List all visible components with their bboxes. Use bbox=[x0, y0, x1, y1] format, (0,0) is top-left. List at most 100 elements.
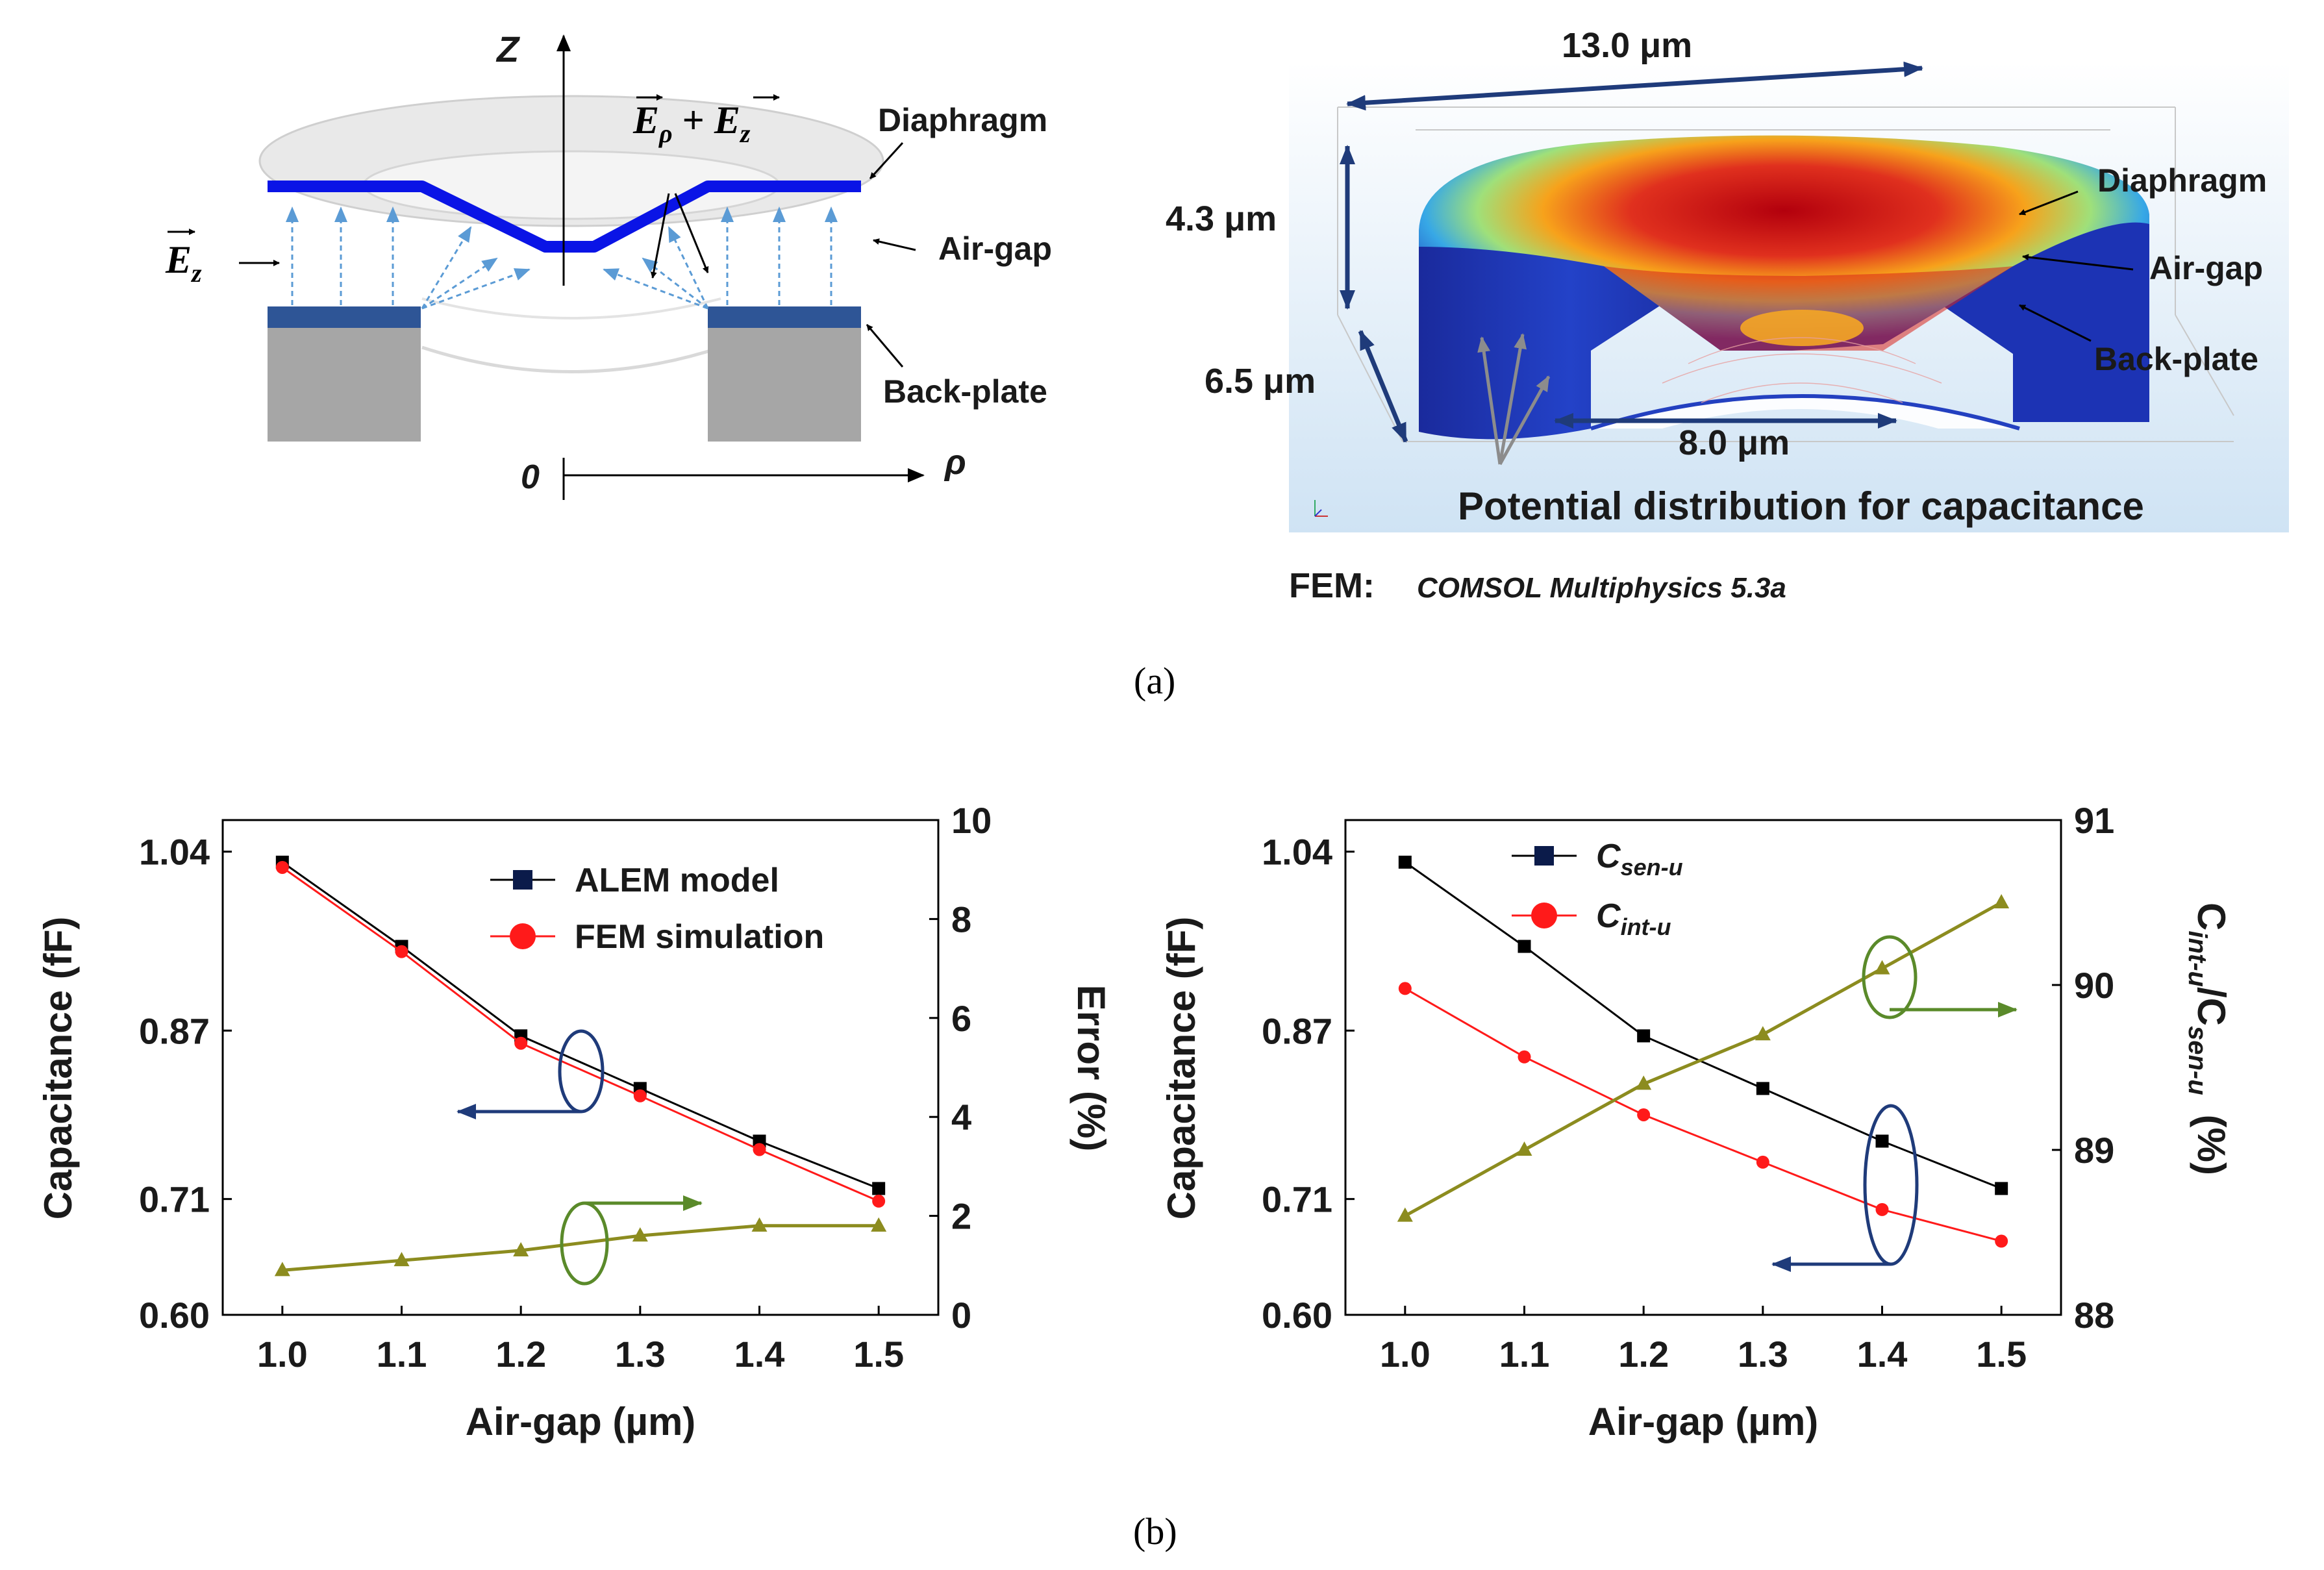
fringe-field-arrows bbox=[421, 226, 709, 310]
point-cint bbox=[1637, 1108, 1651, 1121]
point-fem bbox=[514, 1036, 528, 1050]
legend-alem-marker bbox=[513, 870, 532, 890]
origin-label: 0 bbox=[521, 458, 540, 496]
y-tick-label: 0.87 bbox=[1262, 1010, 1332, 1051]
substrate-right bbox=[708, 328, 861, 442]
fem-heat-surface bbox=[1419, 135, 2149, 351]
y2-slash: / bbox=[2190, 987, 2233, 998]
legend-cint-marker bbox=[1531, 903, 1557, 928]
chart2-legend: Csen-u Cint-u bbox=[1512, 838, 1683, 940]
y2-tick-label: 10 bbox=[951, 800, 992, 841]
backplate-label: Back-plate bbox=[883, 373, 1047, 410]
x-tick-label: 1.4 bbox=[734, 1334, 785, 1375]
backplate-right bbox=[708, 306, 861, 328]
y2-tick-label: 0 bbox=[951, 1295, 971, 1336]
e-z-sub: z bbox=[739, 119, 751, 148]
point-cint bbox=[1518, 1050, 1531, 1064]
y2-pct: (%) bbox=[2190, 1115, 2233, 1175]
point-ratio bbox=[1874, 960, 1890, 975]
point-ratio bbox=[1993, 894, 2010, 908]
point-fem bbox=[753, 1143, 766, 1156]
fem-airgap-label: Air-gap bbox=[2149, 250, 2263, 286]
x-tick-label: 1.4 bbox=[1857, 1334, 1908, 1375]
point-ratio bbox=[1516, 1141, 1532, 1156]
point-error bbox=[394, 1252, 410, 1267]
point-csen bbox=[1756, 1082, 1769, 1095]
y2-tick-label: 88 bbox=[2074, 1295, 2114, 1336]
point-ratio bbox=[1636, 1075, 1652, 1090]
x-tick-label: 1.0 bbox=[1380, 1334, 1431, 1375]
svg-text:Ez: Ez bbox=[165, 238, 202, 288]
point-cint bbox=[1875, 1202, 1889, 1216]
y2-int: int-u bbox=[2183, 930, 2212, 987]
series-line-ratio bbox=[1404, 901, 2003, 1217]
fem-software: COMSOL Multiphysics 5.3a bbox=[1417, 572, 1786, 604]
y-tick-label: 0.60 bbox=[139, 1295, 210, 1336]
z-axis-label: Z bbox=[495, 29, 520, 69]
chart1-left-axis-oval bbox=[558, 1029, 605, 1114]
chart1-ylabel: Capacitance (fF) bbox=[36, 917, 80, 1220]
point-csen bbox=[1518, 940, 1531, 953]
point-ratio bbox=[1755, 1026, 1771, 1041]
chart1-y-ticks: 0.60 0.71 0.87 1.04 bbox=[139, 832, 232, 1336]
fem-model-figure: 13.0 μm 4.3 μm 6.5 μm 8.0 μm Diaphragm A… bbox=[1166, 26, 2289, 605]
series-line-error bbox=[282, 1224, 879, 1272]
chart2-xlabel: Air-gap (µm) bbox=[1588, 1400, 1819, 1443]
y2-tick-label: 2 bbox=[951, 1196, 971, 1237]
point-csen bbox=[1637, 1029, 1651, 1043]
x-tick-label: 1.5 bbox=[853, 1334, 904, 1375]
y-tick-label: 0.60 bbox=[1262, 1295, 1332, 1336]
point-cint bbox=[1995, 1234, 2008, 1248]
chart2-frame bbox=[1344, 819, 2062, 1316]
x-tick-label: 1.1 bbox=[377, 1334, 427, 1375]
point-cint bbox=[1756, 1155, 1769, 1169]
point-error bbox=[751, 1217, 768, 1232]
ez-sub: z bbox=[190, 258, 202, 288]
point-fem bbox=[395, 945, 408, 958]
csen-sub: sen-u bbox=[1621, 854, 1683, 880]
fem-airgap-pointer bbox=[2022, 254, 2134, 271]
point-csen bbox=[1995, 1182, 2008, 1195]
dim-arrow-top bbox=[1346, 61, 1923, 111]
chart1-x-ticks: 1.0 1.1 1.2 1.3 1.4 1.5 bbox=[257, 1306, 904, 1375]
airgap-label: Air-gap bbox=[938, 231, 1052, 267]
y2-tick-label: 6 bbox=[951, 998, 971, 1039]
y2-c1: C bbox=[2190, 903, 2233, 930]
x-tick-label: 1.3 bbox=[615, 1334, 666, 1375]
chart-capacitance-error: 0.60 0.71 0.87 1.04 0 2 4 6 8 10 1.0 1.1 1.2 1.3 1.4… bbox=[36, 800, 1113, 1443]
diaphragm-label: Diaphragm bbox=[878, 102, 1047, 138]
y2-tick-label: 89 bbox=[2074, 1130, 2114, 1171]
fem-backplate-label: Back-plate bbox=[2094, 341, 2258, 377]
y2-tick-label: 90 bbox=[2074, 965, 2114, 1006]
cint-sub: int-u bbox=[1621, 914, 1671, 940]
fem-backplate-pointer bbox=[2019, 304, 2092, 342]
ez-label: Ez bbox=[165, 229, 280, 288]
chart2-right-axis-oval bbox=[1862, 935, 1918, 1019]
point-cint bbox=[1398, 982, 1412, 995]
fem-diaphragm-label: Diaphragm bbox=[2097, 162, 2267, 199]
y-tick-label: 0.71 bbox=[139, 1179, 210, 1220]
fem-streamlines bbox=[1662, 337, 1942, 403]
series-line-cint bbox=[1405, 988, 2002, 1242]
series-line-fem bbox=[281, 866, 879, 1202]
diaphragm-pointer bbox=[869, 142, 904, 180]
airgap-arc bbox=[421, 297, 721, 319]
backplate-left bbox=[268, 306, 421, 328]
chart2-y2-ticks: 88 89 90 91 bbox=[2052, 800, 2114, 1336]
chart2-y-ticks: 0.60 0.71 0.87 1.04 bbox=[1262, 832, 1355, 1336]
dim-arrow-depth bbox=[1358, 330, 1408, 443]
fem-cone-cut bbox=[1604, 266, 2013, 351]
chart2-ylabel: Capacitance (fF) bbox=[1160, 917, 1203, 1220]
y2-c2: C bbox=[2190, 998, 2233, 1026]
x-tick-label: 1.1 bbox=[1499, 1334, 1550, 1375]
chart1-series bbox=[274, 855, 887, 1277]
chart1-y2-ticks: 0 2 4 6 8 10 bbox=[929, 800, 992, 1336]
y2-tick-label: 4 bbox=[951, 1097, 971, 1138]
fem-coord-glyph bbox=[1314, 500, 1328, 517]
svg-text:Eρ + Ez: Eρ + Ez bbox=[632, 99, 751, 148]
chart2-y2label: Cint-u/Csen-u(%) bbox=[2183, 903, 2233, 1175]
dim-depth-label: 6.5 μm bbox=[1205, 362, 1316, 401]
ez-field-arrows bbox=[286, 206, 838, 305]
legend-cint-text: Cint-u bbox=[1596, 897, 1671, 940]
